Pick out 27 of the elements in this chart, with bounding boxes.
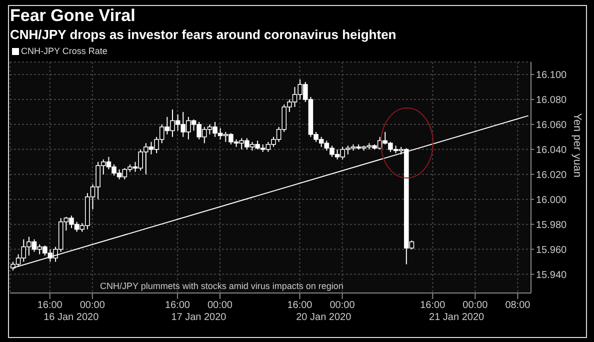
y-tick-label: 15.960 xyxy=(536,244,568,256)
x-tick-label: 16:00 xyxy=(420,300,446,312)
x-tick-label: 16:00 xyxy=(37,300,63,312)
x-tick-label: 08:00 xyxy=(505,300,531,312)
x-tick-label: 16:00 xyxy=(287,300,313,312)
legend-label: CNH-JPY Cross Rate xyxy=(20,46,108,56)
chart-title: Fear Gone Viral xyxy=(10,6,136,26)
y-tick-label: 16.040 xyxy=(536,144,568,156)
text: 20 Jan 2020 xyxy=(295,312,352,323)
y-tick-label: 16.000 xyxy=(536,194,568,206)
y-tick-label: 15.980 xyxy=(536,220,568,231)
y-axis-title: Yen per yuan xyxy=(571,113,584,178)
chart-subtitle: CNH/JPY drops as investor fears around coronavirus heighten xyxy=(10,27,396,42)
y-tick-label: 15.940 xyxy=(536,270,568,281)
x-tick-label: 00:00 xyxy=(462,300,488,312)
y-tick-label: 16.060 xyxy=(536,120,568,131)
text: 17 Jan 2020 xyxy=(170,312,228,323)
text: 16 Jan 2020 xyxy=(42,312,100,323)
text: 21 Jan 2020 xyxy=(428,312,486,323)
y-tick-label: 16.080 xyxy=(536,95,568,106)
x-tick-label: 00:00 xyxy=(330,300,356,312)
y-tick-label: 16.020 xyxy=(536,170,568,181)
annotation: CNH/JPY plummets with stocks amid virus impacts on region xyxy=(100,281,344,291)
x-tick-label: 00:00 xyxy=(80,300,106,312)
x-tick-label: 16:00 xyxy=(164,300,190,312)
y-tick-label: 16.100 xyxy=(536,70,568,82)
x-tick-label: 00:00 xyxy=(207,300,233,312)
